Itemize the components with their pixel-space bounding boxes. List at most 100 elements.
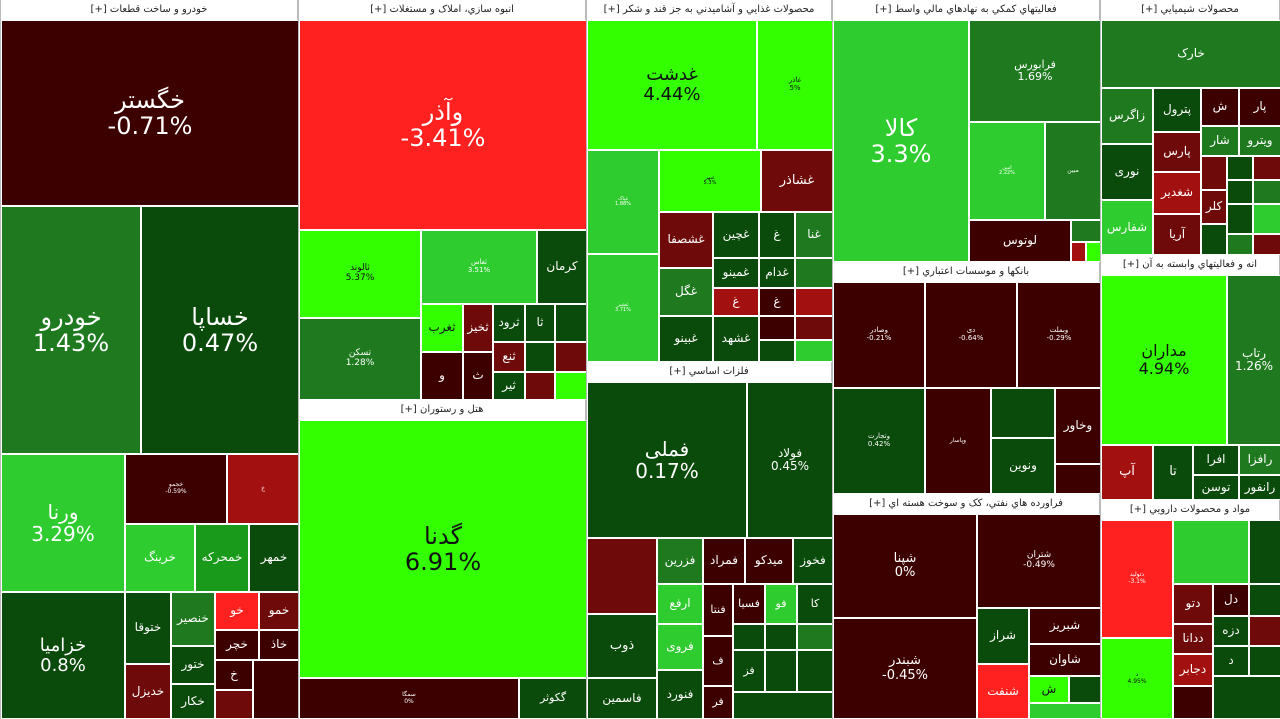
- tile-khadizel[interactable]: خدیزل: [125, 664, 171, 719]
- tile-shsmall-f[interactable]: [1227, 204, 1253, 234]
- tile-oil-small-b[interactable]: [1029, 703, 1101, 719]
- tile-sh[interactable]: ش: [1201, 88, 1239, 126]
- tile-shanft[interactable]: شنفت: [977, 664, 1029, 719]
- tile-shx[interactable]: ش: [1029, 676, 1069, 703]
- sector-header[interactable]: مواد و محصولات دارويي [+]: [1101, 500, 1279, 521]
- tile-shsmall-j[interactable]: [1253, 234, 1280, 255]
- tile-shavan[interactable]: شاوان: [1029, 644, 1101, 676]
- tile-vsader[interactable]: وصادر -0.21%: [833, 282, 925, 388]
- sector-header[interactable]: خودرو و ساخت قطعات [+]: [1, 0, 297, 21]
- tile-zagros[interactable]: زاگرس: [1101, 88, 1153, 144]
- tile-shsmall-a[interactable]: [1201, 156, 1227, 190]
- tile-shar[interactable]: شار: [1201, 126, 1239, 156]
- tile-shsmall-c[interactable]: [1253, 156, 1280, 180]
- tile-fr[interactable]: فر: [703, 686, 733, 719]
- tile-fin-small-c[interactable]: [1086, 242, 1101, 262]
- tile-thsmall-c[interactable]: [555, 342, 587, 372]
- tile-ghpak[interactable]: غپاک 1.88%: [587, 150, 659, 254]
- tile-ghsmall-a[interactable]: [795, 258, 833, 288]
- tile-shghadir[interactable]: شغدیر: [1153, 172, 1201, 214]
- tile-ghsmall-b[interactable]: [795, 288, 833, 316]
- tile-khsmall-b[interactable]: [215, 690, 253, 719]
- tile-ghsmall-c[interactable]: [759, 316, 795, 340]
- tile-khaz[interactable]: خاذ: [259, 630, 299, 660]
- tile-femrad[interactable]: فمراد: [703, 538, 745, 584]
- tile-taskan[interactable]: تسکن 1.28%: [299, 318, 421, 400]
- tile-ghbe[interactable]: غبهر 5.3%: [659, 150, 761, 212]
- tile-vitro[interactable]: ویترو: [1239, 126, 1280, 156]
- tile-varena[interactable]: ورنا 3.29%: [1, 454, 125, 592]
- tile-shimi1[interactable]: خارک: [1101, 20, 1280, 88]
- tile-ghe[interactable]: غ: [713, 288, 759, 316]
- tile-toosan[interactable]: توسن: [1193, 475, 1239, 500]
- tile-ghshir[interactable]: غشیر 3.71%: [587, 254, 659, 362]
- tile-dsmall-a[interactable]: [1173, 520, 1249, 584]
- tile-shsmall-h[interactable]: [1201, 224, 1227, 255]
- tile-ghsmall-f[interactable]: [795, 340, 833, 362]
- tile-fasia[interactable]: فسیا: [733, 584, 765, 624]
- tile-shsmall-b[interactable]: [1227, 156, 1253, 180]
- tile-fazrin[interactable]: فزرین: [657, 538, 703, 584]
- sector-header[interactable]: انبوه سازي، املاک و مستغلات [+]: [299, 0, 585, 21]
- tile-par[interactable]: پار: [1239, 88, 1280, 126]
- tile-ghe2[interactable]: غ: [759, 288, 795, 316]
- tile-dal[interactable]: دل: [1213, 584, 1249, 616]
- tile-ghshazar[interactable]: غشاذر: [761, 150, 833, 212]
- tile-fasamin[interactable]: فاسمین: [587, 678, 657, 719]
- tile-thnaa[interactable]: ثنع: [493, 342, 525, 372]
- tile-shsmall-g[interactable]: [1253, 204, 1280, 234]
- tile-ab[interactable]: آپ: [1101, 445, 1153, 500]
- tile-gdena[interactable]: گدنا 6.91%: [299, 420, 587, 678]
- tile-dsmall-c[interactable]: [1249, 584, 1280, 616]
- tile-sakhd[interactable]: سمگا 0%: [299, 678, 519, 719]
- tile-khsmall-a[interactable]: [253, 660, 299, 719]
- tile-fsmall-d[interactable]: [765, 650, 797, 692]
- tile-ghdam[interactable]: غدام: [759, 258, 795, 288]
- tile-petrol[interactable]: پترول: [1153, 88, 1201, 132]
- tile-dzeh[interactable]: دزه: [1213, 616, 1249, 646]
- tile-vtejarat[interactable]: وتجارت 0.42%: [833, 388, 925, 494]
- tile-va[interactable]: و: [421, 352, 463, 400]
- tile-khamehreh[interactable]: خمحرکه: [195, 524, 249, 592]
- tile-zob[interactable]: ذوب: [587, 614, 657, 678]
- tile-noori[interactable]: نوری: [1101, 144, 1153, 200]
- tile-khensir[interactable]: خنصیر: [171, 592, 215, 646]
- sector-header[interactable]: فلزات اساسي [+]: [587, 362, 831, 383]
- tile-dsmall-e[interactable]: [1249, 646, 1280, 676]
- tile-ghminoo[interactable]: غمینو: [713, 258, 759, 288]
- tile-ghdasht[interactable]: غدشت 4.44%: [587, 20, 757, 150]
- tile-thsmall-e[interactable]: [555, 372, 587, 400]
- tile-oil-small-a[interactable]: [1069, 676, 1101, 703]
- tile-khsapa[interactable]: خساپا 0.47%: [141, 206, 299, 454]
- sector-header[interactable]: انه و فعاليتهاي وابسته به آن [+]: [1101, 255, 1279, 276]
- tile-ta[interactable]: تا: [1153, 445, 1193, 500]
- tile-fsmall-c[interactable]: [797, 624, 833, 650]
- tile-famli[interactable]: فملی 0.17%: [587, 382, 747, 538]
- tile-khecher[interactable]: خچر: [215, 630, 259, 660]
- tile-fsmall-e[interactable]: [797, 650, 833, 692]
- tile-dsmall-b[interactable]: [1249, 520, 1280, 584]
- tile-dsmall-f[interactable]: [1213, 676, 1280, 719]
- tile-fenta[interactable]: فنتا: [703, 584, 733, 636]
- tile-arya[interactable]: آریا: [1153, 214, 1201, 255]
- tile-bank-small-a[interactable]: [1055, 464, 1101, 494]
- tile-khajmo[interactable]: خجمو -0.59%: [125, 454, 227, 524]
- tile-shfars[interactable]: شفارس: [1101, 200, 1153, 255]
- tile-kerman[interactable]: کرمان: [537, 230, 587, 304]
- tile-thir[interactable]: ثیر: [493, 372, 525, 400]
- tile-mobin[interactable]: مبین: [1045, 122, 1101, 220]
- tile-ghgel[interactable]: غگل: [659, 268, 713, 316]
- tile-fin-small-a[interactable]: [1071, 220, 1101, 242]
- tile-raafza[interactable]: رافزا: [1239, 445, 1280, 475]
- tile-lotos[interactable]: لوتوس: [969, 220, 1071, 262]
- tile-dtp[interactable]: د: [1213, 646, 1249, 676]
- tile-ratab[interactable]: رتاب 1.26%: [1227, 275, 1280, 445]
- tile-dsmall-g[interactable]: [1173, 686, 1213, 719]
- tile-shiraz[interactable]: شراز: [977, 608, 1029, 664]
- tile-khemo[interactable]: خمو: [259, 592, 299, 630]
- tile-ghbina[interactable]: غبینو: [659, 316, 713, 362]
- tile-ranfoor[interactable]: رانفور: [1239, 475, 1280, 500]
- tile-khodro[interactable]: خودرو 1.43%: [1, 206, 141, 454]
- sector-header[interactable]: فراورده هاي نفتي، کک و سوخت هسته اي [+]: [833, 494, 1099, 515]
- tile-vnovin[interactable]: ونوین: [991, 438, 1055, 494]
